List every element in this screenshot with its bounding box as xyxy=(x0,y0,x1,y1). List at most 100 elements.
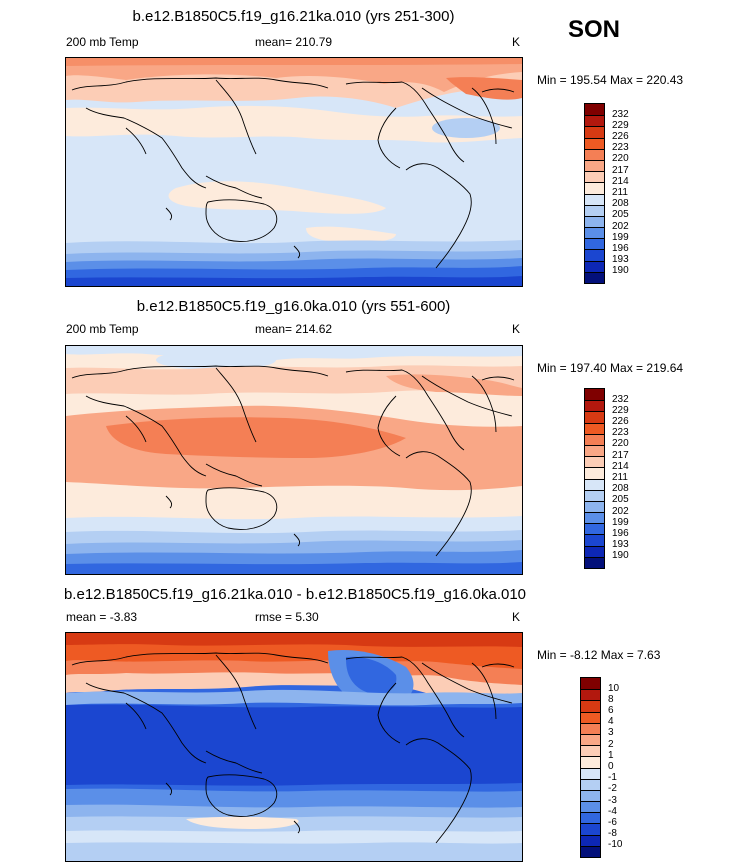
colorbar-swatch xyxy=(585,545,604,557)
colorbar-swatch xyxy=(585,389,604,401)
colorbar-swatch xyxy=(585,159,604,172)
panel-1-minmax: Min = 195.54 Max = 220.43 xyxy=(537,73,684,87)
panel-3-cbar-label: -10 xyxy=(608,839,623,850)
colorbar-swatch xyxy=(585,204,604,216)
panel-3-colorbar xyxy=(580,677,601,858)
colorbar-swatch xyxy=(585,400,604,412)
panel-2-cbar-label: 193 xyxy=(612,539,629,550)
colorbar-swatch xyxy=(585,137,604,149)
colorbar-swatch xyxy=(581,678,600,690)
panel-2-cbar-label: 208 xyxy=(612,483,629,494)
panel-2-cbar-label: 226 xyxy=(612,416,629,427)
colorbar-swatch xyxy=(581,722,600,734)
panel-1-cbar-label: 190 xyxy=(612,265,629,276)
panel-1-cbar-label: 196 xyxy=(612,243,629,254)
panel-3-title: b.e12.B1850C5.f19_g16.21ka.010 - b.e12.B… xyxy=(63,586,527,603)
colorbar-swatch xyxy=(581,778,600,790)
panel-1-cbar-label: 193 xyxy=(612,254,629,265)
panel-2-variable-label: 200 mb Temp xyxy=(66,322,139,336)
panel-1-colorbar xyxy=(584,103,605,284)
panel-1-variable-label: 200 mb Temp xyxy=(66,35,139,49)
panel-1-cbar-label: 226 xyxy=(612,131,629,142)
panel-3-map-field xyxy=(66,633,522,861)
panel-2-map-field xyxy=(66,346,522,574)
panel-2-colorbar xyxy=(584,388,605,569)
panel-1-cbar-label: 223 xyxy=(612,142,629,153)
colorbar-swatch xyxy=(581,789,600,802)
panel-1-cbar-label: 229 xyxy=(612,120,629,131)
panel-1-cbar-label: 205 xyxy=(612,209,629,220)
panel-3-cbar-label: 8 xyxy=(608,694,614,705)
panel-1-map-field xyxy=(66,58,522,286)
panel-2-cbar-label: 190 xyxy=(612,550,629,561)
colorbar-swatch xyxy=(585,193,604,205)
colorbar-swatch xyxy=(585,456,604,468)
panel-2-cbar-label: 223 xyxy=(612,427,629,438)
panel-3-cbar-label: 1 xyxy=(608,750,614,761)
colorbar-swatch xyxy=(585,171,604,183)
panel-1-mean-label: mean= 210.79 xyxy=(255,35,333,49)
colorbar-swatch xyxy=(585,556,604,568)
panel-1-cbar-label: 217 xyxy=(612,165,629,176)
colorbar-swatch xyxy=(585,444,604,457)
colorbar-swatch xyxy=(581,845,600,857)
colorbar-swatch xyxy=(585,104,604,116)
colorbar-swatch xyxy=(581,733,600,746)
panel-2-cbar-label: 229 xyxy=(612,405,629,416)
colorbar-swatch xyxy=(585,249,604,261)
panel-1-cbar-label: 211 xyxy=(612,187,628,198)
colorbar-swatch xyxy=(585,512,604,524)
colorbar-swatch xyxy=(585,238,604,250)
colorbar-swatch xyxy=(585,271,604,283)
panel-3-rmse-label: rmse = 5.30 xyxy=(255,610,319,624)
season-label: SON xyxy=(568,16,621,43)
panel-2-cbar-label: 196 xyxy=(612,528,629,539)
colorbar-swatch xyxy=(585,215,604,228)
panel-2-title: b.e12.B1850C5.f19_g16.0ka.010 (yrs 551-6… xyxy=(136,298,451,315)
panel-3-cbar-label: 4 xyxy=(608,716,614,727)
panel-3-mean-label: mean = -3.83 xyxy=(66,610,138,624)
colorbar-swatch xyxy=(585,534,604,546)
panel-2-cbar-label: 232 xyxy=(612,394,629,405)
panel-1-cbar-label: 208 xyxy=(612,198,629,209)
colorbar-swatch xyxy=(585,467,604,479)
panel-2-units-label: K xyxy=(512,322,521,336)
colorbar-swatch xyxy=(581,700,600,712)
panel-3-cbar-label: -4 xyxy=(608,806,617,817)
panel-3-map xyxy=(65,632,523,862)
colorbar-swatch xyxy=(585,523,604,535)
panel-2-cbar-label: 211 xyxy=(612,472,628,483)
panel-1-cbar-label: 214 xyxy=(612,176,629,187)
colorbar-swatch xyxy=(581,801,600,813)
panel-2-minmax: Min = 197.40 Max = 219.64 xyxy=(537,361,684,375)
colorbar-swatch xyxy=(585,478,604,490)
colorbar-swatch xyxy=(585,260,604,272)
colorbar-swatch xyxy=(581,834,600,846)
panel-1-cbar-label: 202 xyxy=(612,221,629,232)
panel-3-cbar-label: 2 xyxy=(608,739,614,750)
colorbar-swatch xyxy=(585,227,604,239)
panel-1-cbar-label: 199 xyxy=(612,232,629,243)
colorbar-swatch xyxy=(581,711,600,723)
colorbar-swatch xyxy=(581,756,600,768)
colorbar-swatch xyxy=(581,823,600,835)
colorbar-swatch xyxy=(585,411,604,423)
colorbar-swatch xyxy=(585,126,604,138)
panel-3-cbar-label: -2 xyxy=(608,783,617,794)
colorbar-swatch xyxy=(585,433,604,445)
panel-3-cbar-label: -8 xyxy=(608,828,617,839)
colorbar-swatch xyxy=(585,422,604,434)
panel-3-cbar-label: -6 xyxy=(608,817,617,828)
colorbar-swatch xyxy=(585,500,604,513)
panel-2-cbar-label: 205 xyxy=(612,494,629,505)
panel-2-cbar-label: 217 xyxy=(612,450,629,461)
colorbar-swatch xyxy=(585,148,604,160)
panel-3-cbar-label: 0 xyxy=(608,761,614,772)
colorbar-swatch xyxy=(581,812,600,824)
colorbar-swatch xyxy=(585,489,604,501)
panel-2-cbar-label: 214 xyxy=(612,461,629,472)
colorbar-swatch xyxy=(581,745,600,757)
panel-3-units-label: K xyxy=(512,610,521,624)
panel-2-cbar-label: 202 xyxy=(612,506,629,517)
panel-3-cbar-label: -3 xyxy=(608,795,617,806)
